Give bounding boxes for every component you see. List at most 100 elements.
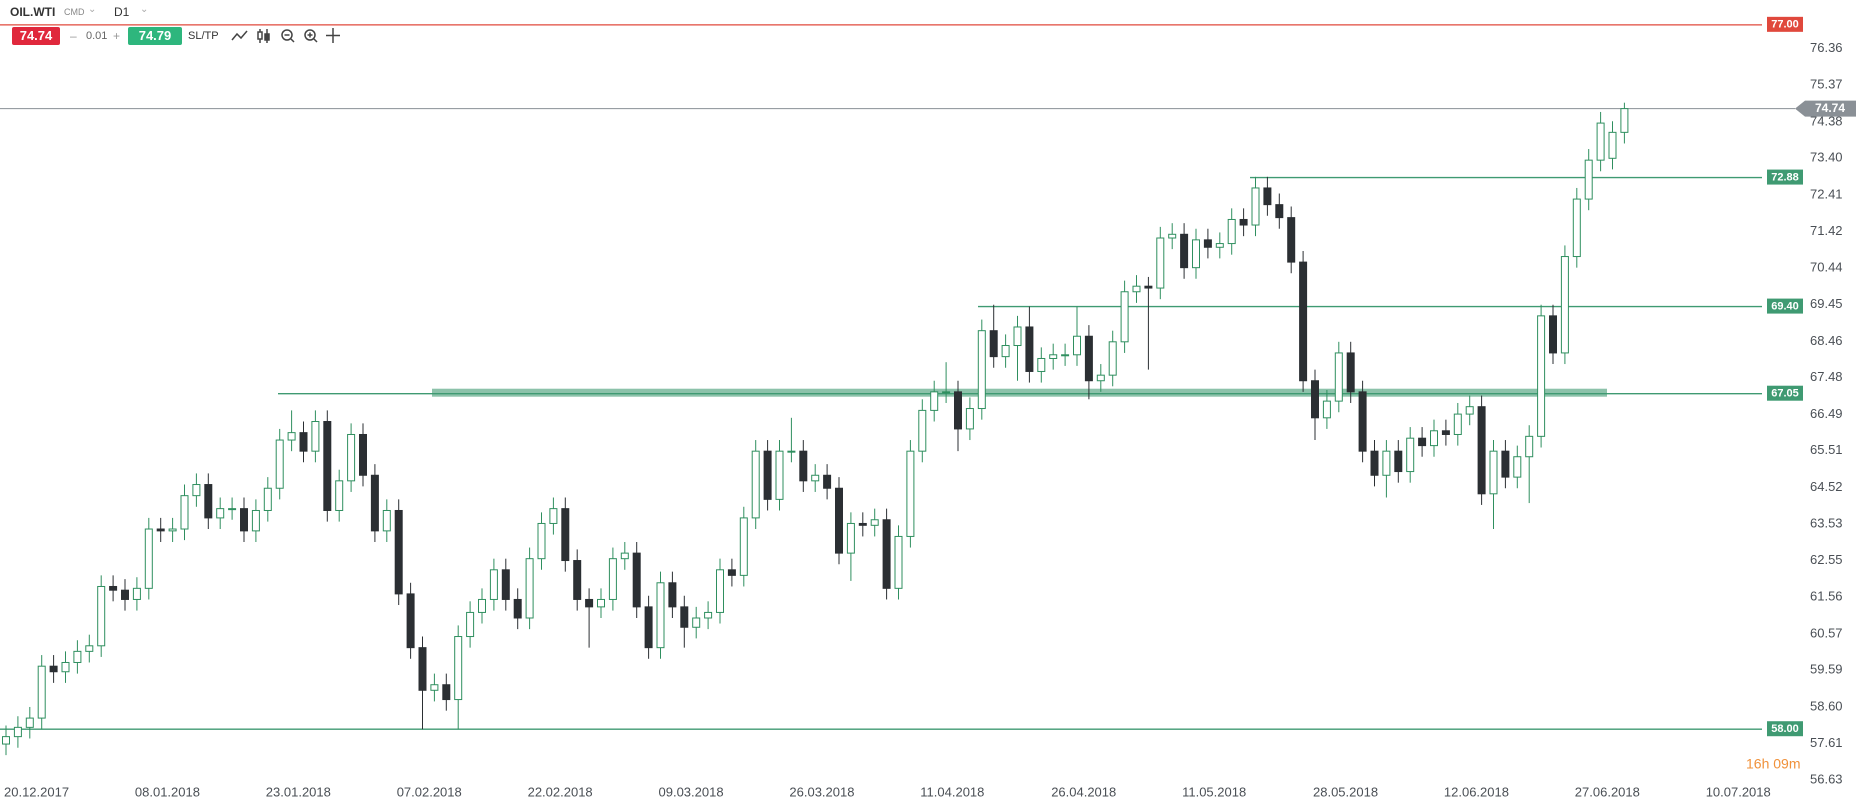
buy-button[interactable]: 74.79 <box>128 27 182 45</box>
candle-body <box>835 487 843 554</box>
x-tick-label: 22.02.2018 <box>528 784 593 799</box>
candle-body <box>347 433 356 482</box>
level-tag <box>1767 385 1803 401</box>
candle-body <box>632 552 641 608</box>
candle-body <box>1275 204 1284 219</box>
candle-body <box>763 450 772 500</box>
candle-body <box>525 558 534 619</box>
candle-body <box>739 517 748 576</box>
candle-body <box>680 606 689 628</box>
caret[interactable]: ⌄ <box>140 4 149 15</box>
candle-body <box>1251 187 1260 226</box>
x-tick-label: 11.05.2018 <box>1182 784 1246 799</box>
market[interactable]: CMD <box>64 7 85 17</box>
candle-body <box>109 585 118 591</box>
candle-body <box>454 636 463 701</box>
y-tick-label: 61.56 <box>1810 589 1843 604</box>
candle-body <box>1406 437 1415 473</box>
candle-body <box>2 736 10 745</box>
symbol[interactable]: OIL.WTI <box>10 5 56 19</box>
volume[interactable]: 0.01 <box>86 30 108 42</box>
line-chart-icon[interactable] <box>231 30 248 41</box>
candle-body <box>1549 315 1557 354</box>
candle-body <box>228 508 237 511</box>
candle-body <box>406 593 415 649</box>
candle-icon[interactable] <box>257 29 270 43</box>
candle-body <box>1001 345 1010 358</box>
candle-body <box>311 421 320 452</box>
candle-body <box>1358 391 1367 452</box>
sell-button[interactable]: 74.74 <box>12 27 60 45</box>
candle-body <box>1013 326 1022 347</box>
last-price-label: 74.74 <box>1815 101 1845 115</box>
zoom-out-icon[interactable] <box>281 29 295 43</box>
toolbar-icons <box>231 28 340 43</box>
y-tick-label: 62.55 <box>1810 552 1843 567</box>
zoom-in-icon[interactable] <box>304 29 318 43</box>
candle-body <box>156 528 165 532</box>
candle-body <box>168 528 177 532</box>
x-tick-label: 20.12.2017 <box>4 784 69 799</box>
y-tick-label: 64.52 <box>1810 479 1843 494</box>
candle-body <box>965 408 974 430</box>
candle-body <box>1299 261 1308 382</box>
x-tick-label: 12.06.2018 <box>1444 784 1509 799</box>
crosshair-icon[interactable] <box>326 28 340 43</box>
candle-body <box>1525 435 1534 458</box>
y-tick-label: 63.53 <box>1810 516 1843 531</box>
candle-body <box>585 598 594 608</box>
candle-body <box>382 509 391 532</box>
plus-button[interactable]: + <box>113 29 121 43</box>
candle-body <box>132 587 141 600</box>
x-tick-label: 07.02.2018 <box>397 784 462 799</box>
y-tick-label: 58.60 <box>1810 698 1843 713</box>
candle-body <box>442 684 451 701</box>
candle-body <box>263 487 272 511</box>
x-tick-label: 28.05.2018 <box>1313 784 1378 799</box>
candle-body <box>537 522 546 560</box>
candle-body <box>1370 450 1379 476</box>
x-tick-label: 09.03.2018 <box>659 784 724 799</box>
candle-body <box>1203 239 1212 248</box>
candle-body <box>418 647 427 691</box>
candle-body <box>1132 285 1141 293</box>
candle-body <box>240 508 248 532</box>
candle-body <box>597 598 605 608</box>
candle-body <box>1144 285 1153 289</box>
candle-body <box>989 330 998 358</box>
candle-body <box>1346 352 1355 393</box>
candle-body <box>942 391 951 394</box>
y-tick-label: 72.41 <box>1810 186 1843 201</box>
candle-body <box>489 569 498 600</box>
candle-body <box>1453 413 1462 435</box>
y-tick-label: 71.42 <box>1810 223 1843 238</box>
level-label: 77.00 <box>1771 19 1799 31</box>
caret[interactable]: ⌄ <box>88 4 97 15</box>
candle-body <box>216 508 225 519</box>
candle-body <box>13 726 22 738</box>
candle-body <box>1156 237 1165 289</box>
candle-body <box>275 439 284 489</box>
candle-body <box>394 509 403 595</box>
x-tick-label: 27.06.2018 <box>1575 784 1640 799</box>
candle-body <box>977 330 986 410</box>
candle-body <box>846 522 855 554</box>
x-tick-label: 23.01.2018 <box>266 784 331 799</box>
candle-body <box>97 585 106 647</box>
y-tick-label: 60.57 <box>1810 625 1843 640</box>
timeframe[interactable]: D1 <box>114 5 130 19</box>
candle-body <box>121 589 129 600</box>
candle-body <box>823 474 832 489</box>
minus-button[interactable]: – <box>70 29 77 43</box>
candle-body <box>73 650 82 663</box>
candle-body <box>513 598 522 619</box>
candle-body <box>1025 326 1034 372</box>
sltp-button[interactable]: SL/TP <box>188 30 219 42</box>
x-tick-label: 08.01.2018 <box>135 784 200 799</box>
candle-body <box>811 474 820 482</box>
candle-body <box>335 480 344 511</box>
candle-body <box>466 611 475 638</box>
x-tick-label: 26.03.2018 <box>789 784 854 799</box>
candle-body <box>204 484 213 519</box>
